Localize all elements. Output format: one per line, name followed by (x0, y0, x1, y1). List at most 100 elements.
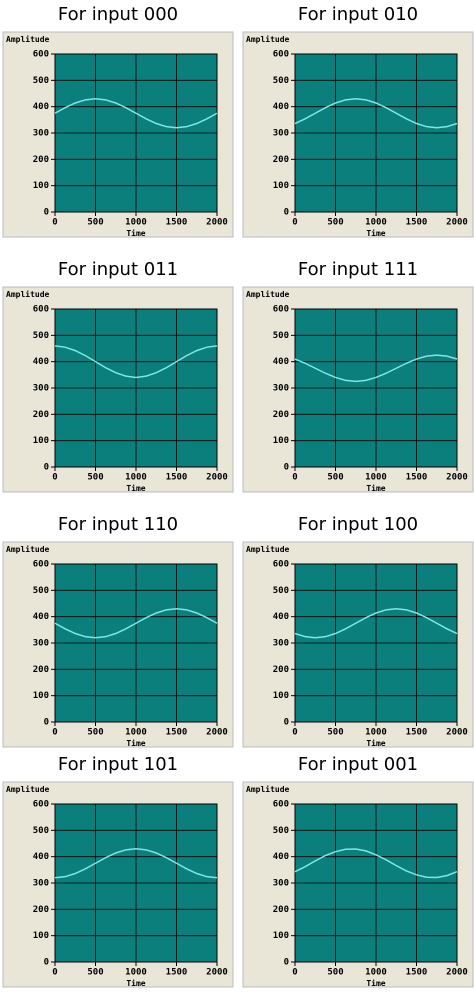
x-tick-label: 500 (87, 473, 103, 483)
y-tick-label: 100 (273, 931, 289, 941)
y-tick-label: 500 (273, 331, 289, 341)
y-tick-label: 100 (33, 931, 49, 941)
x-tick-label: 500 (327, 968, 343, 978)
x-tick-label: 2000 (446, 473, 468, 483)
data-line (54, 345, 218, 379)
y-tick-label: 200 (273, 665, 289, 675)
y-tick-label: 400 (273, 852, 289, 862)
x-axis-label: Time (366, 483, 385, 493)
x-tick-label: 0 (292, 728, 297, 738)
x-tick-label: 0 (52, 728, 57, 738)
x-tick-label: 500 (327, 218, 343, 228)
x-tick-label: 1000 (125, 218, 147, 228)
y-tick-label: 400 (33, 357, 49, 367)
y-tick-label: 500 (273, 76, 289, 86)
y-tick-label: 0 (284, 718, 289, 728)
x-tick-label: 1000 (365, 218, 387, 228)
chart-title: For input 011 (58, 259, 178, 280)
y-tick-label: 200 (33, 905, 49, 915)
y-tick-label: 400 (33, 612, 49, 622)
x-tick-label: 1500 (166, 728, 188, 738)
y-tick-label: 600 (273, 305, 289, 315)
chart-panel: For input 000 Amplitude 0 100 200 300 400 500 60… (2, 4, 234, 238)
y-tick-label: 200 (33, 410, 49, 420)
y-tick-label: 300 (33, 879, 49, 889)
y-tick-label: 0 (284, 208, 289, 218)
chart-title: For input 001 (298, 754, 418, 775)
y-tick-label: 200 (33, 665, 49, 675)
y-tick-label: 400 (273, 612, 289, 622)
y-tick-label: 300 (273, 384, 289, 394)
y-tick-label: 500 (33, 826, 49, 836)
x-tick-label: 2000 (206, 968, 228, 978)
y-tick-label: 500 (33, 586, 49, 596)
y-tick-label: 0 (44, 718, 49, 728)
x-tick-label: 500 (327, 728, 343, 738)
y-tick-label: 500 (33, 76, 49, 86)
x-tick-label: 0 (52, 473, 57, 483)
x-tick-label: 2000 (206, 728, 228, 738)
y-axis-label: Amplitude (246, 544, 290, 554)
chart-title: For input 110 (58, 514, 178, 535)
x-tick-label: 500 (87, 968, 103, 978)
y-tick-label: 0 (44, 463, 49, 473)
chart-panel: For input 100 Amplitude 0 100 200 300 400 500 60… (242, 514, 474, 748)
x-tick-label: 1000 (125, 473, 147, 483)
chart-panel: For input 110 Amplitude 0 100 200 300 400 500 60… (2, 514, 234, 748)
y-tick-label: 100 (273, 436, 289, 446)
x-tick-label: 0 (292, 968, 297, 978)
chart-title: For input 111 (298, 259, 418, 280)
chart-title: For input 010 (298, 4, 418, 25)
y-tick-label: 400 (33, 852, 49, 862)
x-tick-label: 2000 (206, 473, 228, 483)
data-line (54, 848, 218, 879)
x-tick-label: 1500 (406, 218, 428, 228)
y-tick-label: 200 (273, 410, 289, 420)
y-axis-label: Amplitude (6, 544, 50, 554)
y-tick-label: 600 (33, 560, 49, 570)
x-tick-label: 2000 (206, 218, 228, 228)
y-tick-label: 600 (33, 305, 49, 315)
y-tick-label: 300 (33, 639, 49, 649)
x-axis-label: Time (366, 738, 385, 748)
chart-panel: For input 111 Amplitude 0 100 200 300 400 500 60… (242, 259, 474, 493)
y-tick-label: 400 (33, 102, 49, 112)
y-tick-label: 300 (273, 639, 289, 649)
y-tick-label: 600 (33, 800, 49, 810)
data-line (294, 98, 458, 129)
data-line (54, 608, 218, 639)
x-tick-label: 2000 (446, 218, 468, 228)
x-tick-label: 1500 (166, 473, 188, 483)
data-line (294, 608, 458, 639)
y-tick-label: 600 (33, 50, 49, 60)
y-tick-label: 0 (44, 958, 49, 968)
x-tick-label: 0 (292, 218, 297, 228)
x-tick-label: 0 (52, 218, 57, 228)
y-tick-label: 400 (273, 357, 289, 367)
y-tick-label: 500 (273, 586, 289, 596)
x-tick-label: 1500 (406, 728, 428, 738)
x-axis-label: Time (126, 738, 145, 748)
y-tick-label: 100 (33, 181, 49, 191)
x-tick-label: 1000 (365, 728, 387, 738)
chart-panel: For input 010 Amplitude 0 100 200 300 400 500 60… (242, 4, 474, 238)
y-tick-label: 300 (33, 129, 49, 139)
x-tick-label: 1500 (166, 968, 188, 978)
x-tick-label: 500 (87, 218, 103, 228)
x-tick-label: 0 (52, 968, 57, 978)
chart-title: For input 101 (58, 754, 178, 775)
y-tick-label: 0 (284, 958, 289, 968)
x-tick-label: 0 (292, 473, 297, 483)
y-tick-label: 300 (273, 879, 289, 889)
x-tick-label: 500 (87, 728, 103, 738)
data-line (54, 98, 218, 129)
chart-panel: For input 101 Amplitude 0 100 200 300 400 500 60… (2, 754, 234, 988)
y-tick-label: 500 (33, 331, 49, 341)
y-tick-label: 200 (273, 905, 289, 915)
y-tick-label: 600 (273, 560, 289, 570)
y-tick-label: 300 (33, 384, 49, 394)
y-tick-label: 100 (33, 691, 49, 701)
x-tick-label: 1500 (406, 968, 428, 978)
x-tick-label: 1000 (365, 968, 387, 978)
